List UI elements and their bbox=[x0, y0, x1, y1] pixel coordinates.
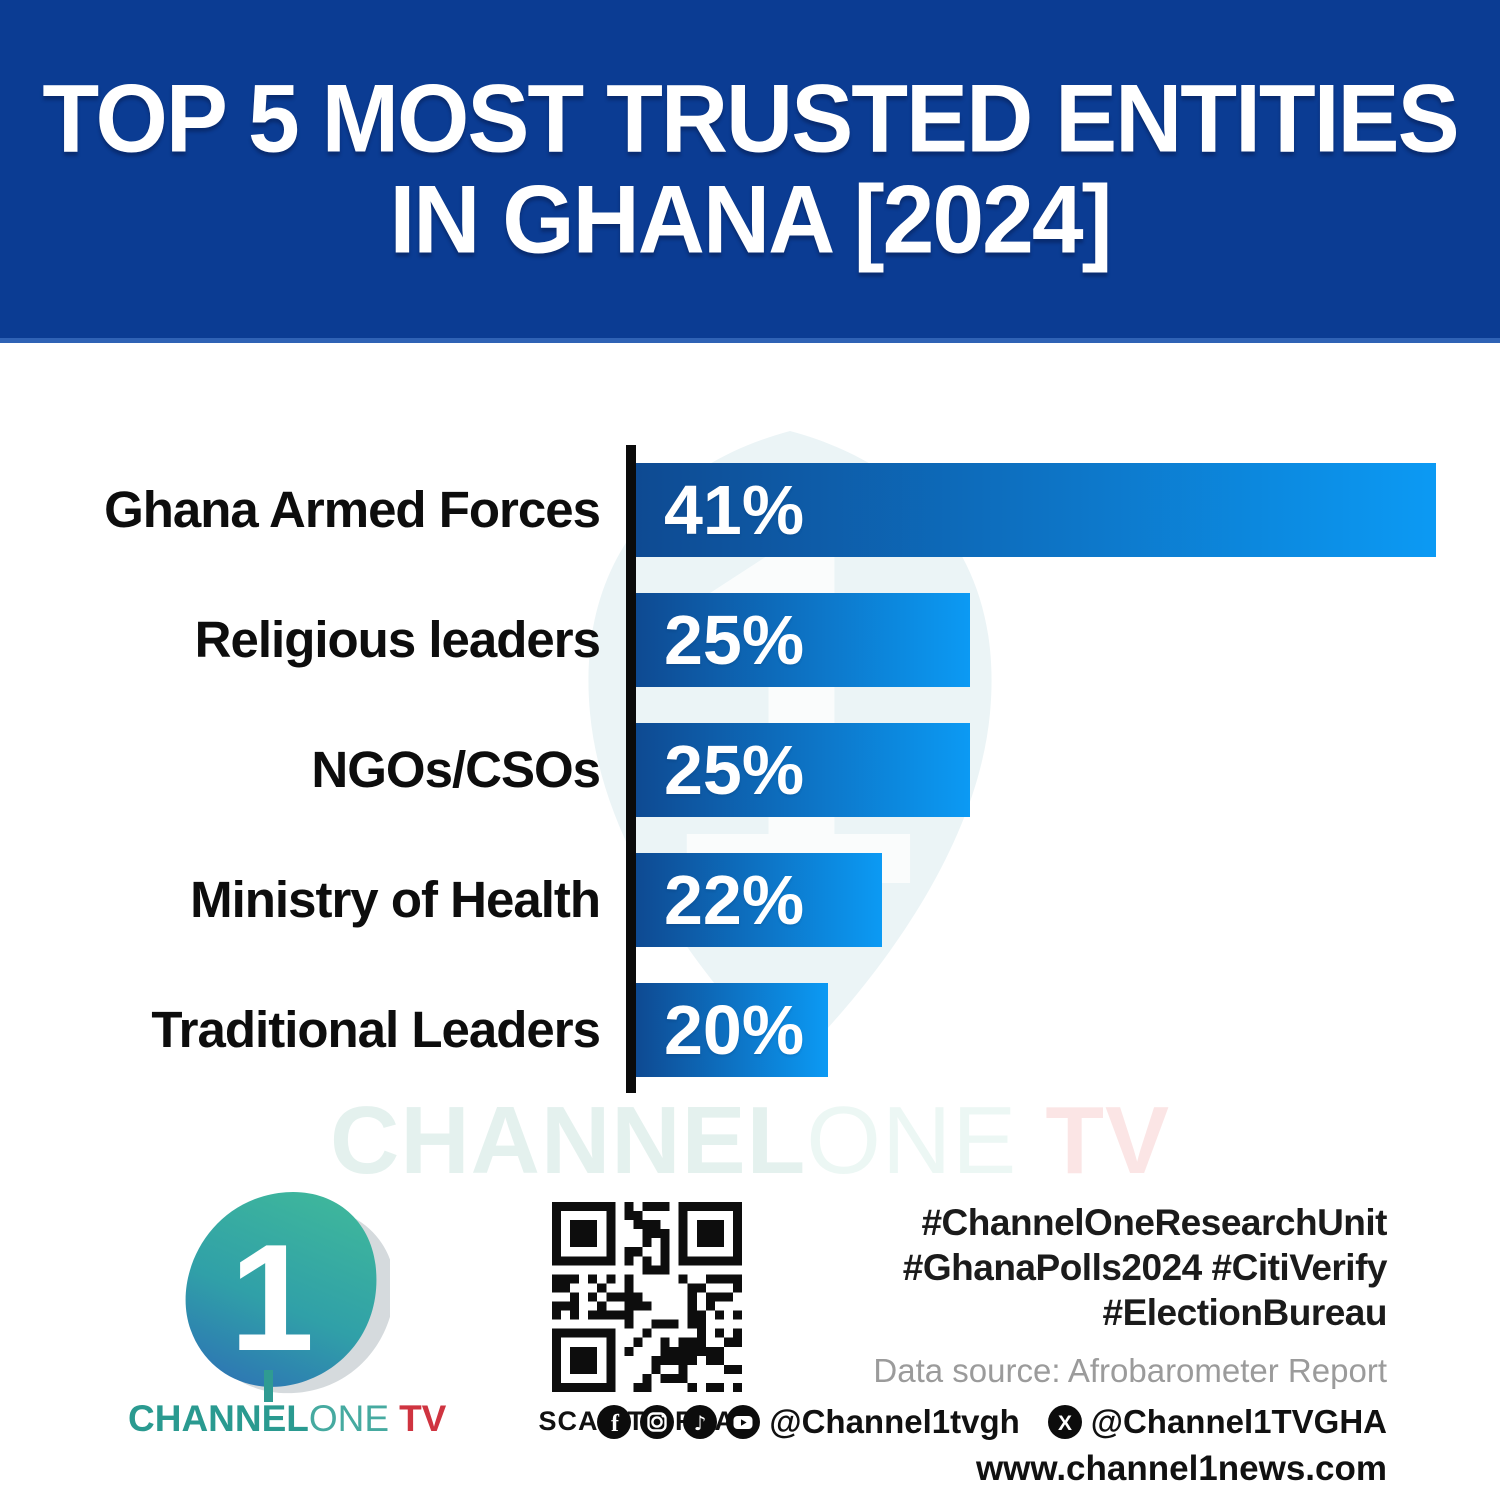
watermark-tv: TV bbox=[1045, 1087, 1170, 1194]
bar: 25% bbox=[636, 593, 970, 687]
logo-stem bbox=[264, 1370, 273, 1404]
bar-category-label: Ministry of Health bbox=[190, 871, 601, 928]
background-watermark: CHANNELONE TV bbox=[0, 1086, 1500, 1196]
social-handle-2: @Channel1TVGHA bbox=[1090, 1403, 1387, 1440]
watermark-one: ONE bbox=[806, 1087, 1018, 1194]
watermark-channel: CHANNEL bbox=[329, 1087, 807, 1194]
social-row: f ♪ @Channel1tvgh X @ bbox=[597, 1403, 1387, 1441]
bar-value-label: 41% bbox=[664, 471, 805, 549]
bar-row: NGOs/CSOs 25% bbox=[0, 723, 1500, 817]
bar-category-label: Ghana Armed Forces bbox=[104, 481, 601, 538]
hashtag-line: #ChannelOneResearchUnit bbox=[921, 1202, 1387, 1243]
hashtag-line: #ElectionBureau bbox=[1102, 1292, 1388, 1333]
logo-numeral: 1 bbox=[230, 1213, 315, 1383]
bar: 25% bbox=[636, 723, 970, 817]
data-source: Data source: Afrobarometer Report bbox=[873, 1352, 1387, 1389]
website-url: www.channel1news.com bbox=[975, 1449, 1387, 1488]
bar-row: Ministry of Health 22% bbox=[0, 853, 1500, 947]
svg-text:♪: ♪ bbox=[694, 1411, 707, 1435]
page-title-line1: TOP 5 MOST TRUSTED ENTITIES bbox=[42, 63, 1459, 173]
bar-category-label: Religious leaders bbox=[194, 611, 601, 668]
wordmark-one: ONE bbox=[308, 1398, 390, 1439]
logo-wordmark: CHANNELONE TV bbox=[128, 1398, 446, 1440]
footer-right: #ChannelOneResearchUnit #GhanaPolls2024 #… bbox=[597, 1200, 1388, 1489]
bar-category-label: Traditional Leaders bbox=[151, 1001, 601, 1058]
bar-value-label: 25% bbox=[664, 601, 805, 679]
header-banner: TOP 5 MOST TRUSTED ENTITIES IN GHANA [20… bbox=[0, 0, 1500, 343]
hashtag-lines: #ChannelOneResearchUnit #GhanaPolls2024 #… bbox=[902, 1200, 1388, 1335]
x-icon: X bbox=[1047, 1405, 1082, 1439]
bar: 20% bbox=[636, 983, 828, 1077]
svg-text:f: f bbox=[611, 1411, 620, 1437]
wordmark-channel: CHANNEL bbox=[128, 1398, 309, 1439]
bar-row: Traditional Leaders 20% bbox=[0, 983, 1500, 1077]
qr-code bbox=[552, 1202, 742, 1392]
bar-category-label: NGOs/CSOs bbox=[311, 741, 601, 798]
logo-pebble bbox=[185, 1192, 377, 1387]
instagram-icon bbox=[640, 1405, 675, 1439]
channel-one-logo: 1 bbox=[150, 1182, 395, 1404]
bar-value-label: 22% bbox=[664, 861, 805, 939]
page-title-line2: IN GHANA [2024] bbox=[389, 164, 1112, 274]
hashtag-line: #GhanaPolls2024 #CitiVerify bbox=[902, 1247, 1388, 1288]
bar-chart: 1 Ghana Armed Forces 41% Religious leaders… bbox=[0, 343, 1500, 1103]
bar-value-label: 20% bbox=[664, 991, 805, 1069]
tiktok-icon: ♪ bbox=[683, 1405, 718, 1439]
bar-value-label: 25% bbox=[664, 731, 805, 809]
svg-text:X: X bbox=[1058, 1412, 1072, 1435]
facebook-icon: f bbox=[597, 1405, 632, 1439]
bar-row: Ghana Armed Forces 41% bbox=[0, 463, 1500, 557]
bar: 41% bbox=[636, 463, 1436, 557]
social-handle-1: @Channel1tvgh bbox=[769, 1403, 1020, 1440]
youtube-icon bbox=[726, 1405, 761, 1439]
wordmark-tv: TV bbox=[399, 1398, 447, 1439]
chart-axis bbox=[626, 445, 636, 1093]
bar: 22% bbox=[636, 853, 882, 947]
bar-row: Religious leaders 25% bbox=[0, 593, 1500, 687]
